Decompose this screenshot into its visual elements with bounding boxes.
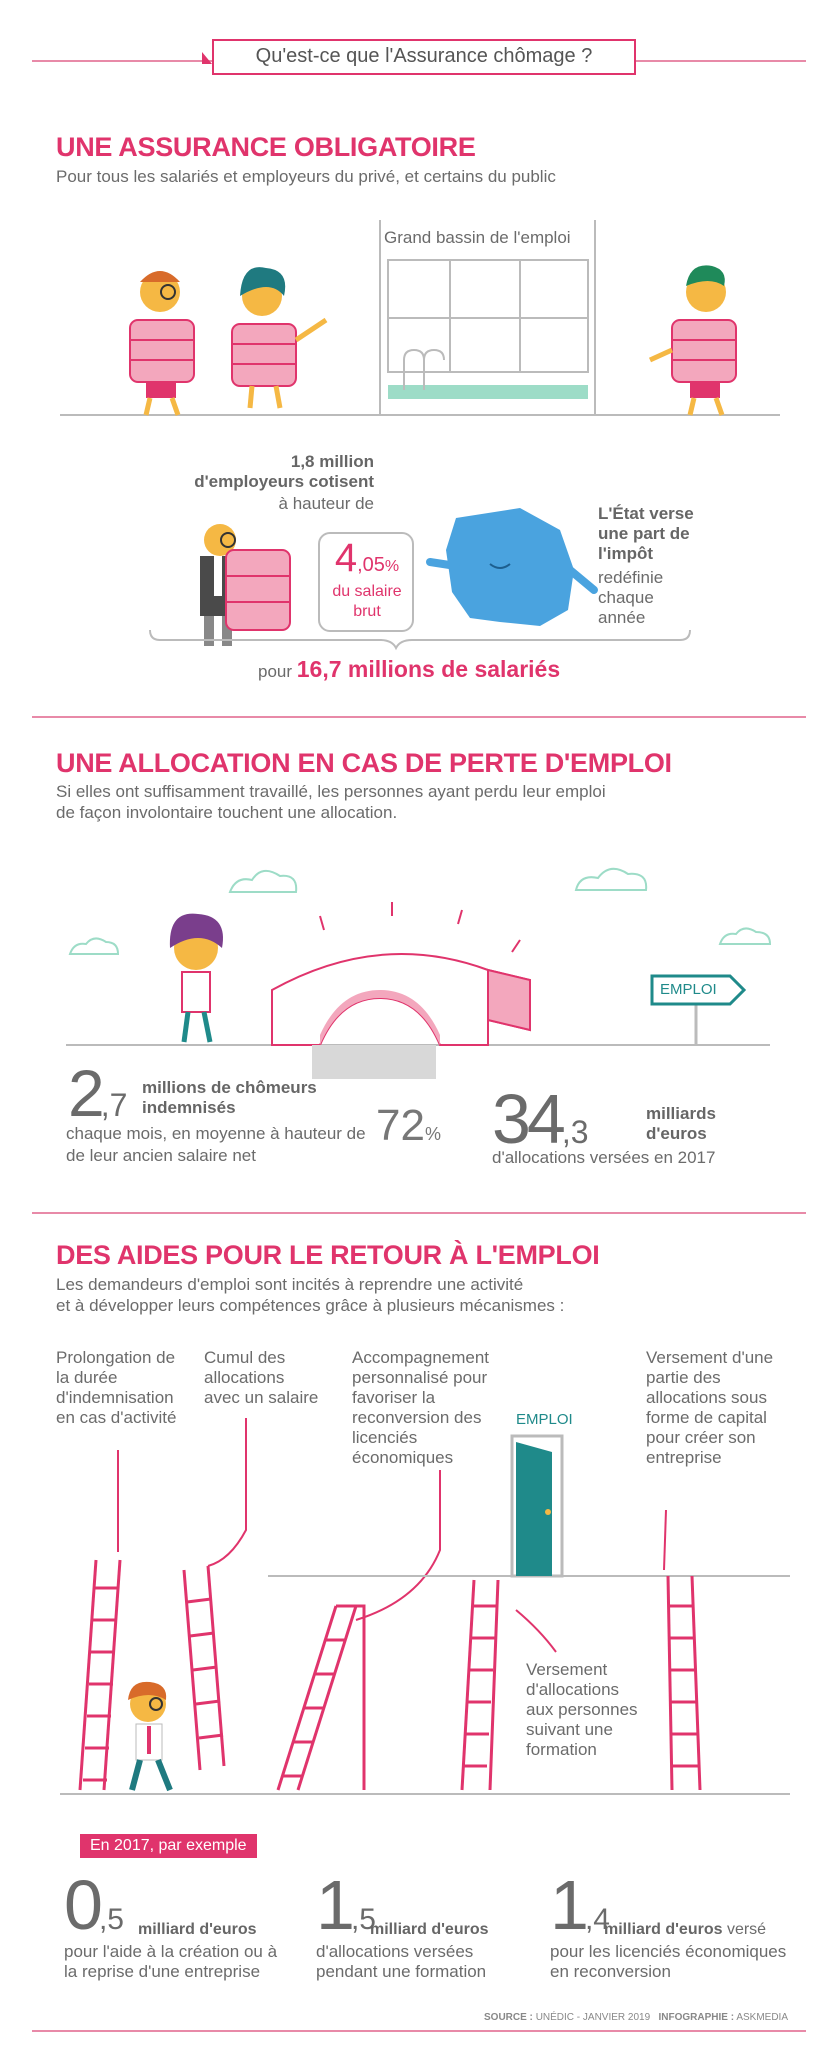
- section3-subtitle-2: et à développer leurs compétences grâce …: [56, 1296, 565, 1315]
- section1-rule: [32, 716, 806, 718]
- ex3-heading: milliard d'euros versé: [604, 1920, 766, 1940]
- ex3-bold: milliard d'euros: [604, 1921, 723, 1938]
- ex2-text: d'allocations versées pendant une format…: [316, 1942, 487, 1981]
- mechanism-label-1: Prolongation de la durée d'indemnisation…: [56, 1348, 177, 1427]
- rate-value: 4,05%: [322, 536, 412, 581]
- ex2-number: 1,5: [316, 1870, 376, 1940]
- section1-subtitle: Pour tous les salariés et employeurs du …: [56, 167, 556, 186]
- ex1-number: 0,5: [64, 1870, 124, 1940]
- ex2-dec: ,5: [350, 1903, 376, 1936]
- rate-int: 4: [334, 536, 358, 580]
- infographie-label: INFOGRAPHIE :: [658, 2012, 735, 2023]
- emploi-sign-label: EMPLOI: [660, 981, 717, 998]
- footer-credits: SOURCE : UNÉDIC - JANVIER 2019 INFOGRAPH…: [484, 2012, 788, 2023]
- rate-dec: ,05: [357, 554, 385, 576]
- pool-label: Grand bassin de l'emploi: [384, 228, 571, 247]
- mechanism-label-4: Versement d'une partie des allocations s…: [646, 1348, 774, 1467]
- header-title-tab: [202, 40, 212, 64]
- example-tag: En 2017, par exemple: [80, 1834, 257, 1858]
- stat1-text: chaque mois, en moyenne à hauteur de: [66, 1124, 366, 1143]
- stat1-pct-unit: %: [424, 1124, 441, 1144]
- ex2-int: 1: [316, 1866, 355, 1944]
- stat2-number: 34,3: [492, 1084, 589, 1154]
- salaries-value: 16,7 millions de salariés: [296, 656, 561, 682]
- pool-illustration: [60, 220, 780, 416]
- source-value: UNÉDIC - JANVIER 2019: [535, 2012, 651, 2023]
- employers-rest: à hauteur de: [278, 494, 374, 513]
- ex3-dec: ,4: [584, 1903, 610, 1936]
- employer-illustration: [149, 508, 691, 651]
- infographie-value: ASKMEDIA: [736, 2012, 788, 2023]
- stat1-int: 2: [68, 1056, 105, 1130]
- section2-rule: [32, 1212, 806, 1214]
- section3-title: DES AIDES POUR LE RETOUR À L'EMPLOI: [56, 1240, 600, 1270]
- state-bold: L'État verse une part de l'impôt: [598, 504, 694, 563]
- ex3-text: pour les licenciés économiques en reconv…: [550, 1942, 787, 1981]
- bridge-illustration: [66, 867, 772, 1079]
- ex1-dec: ,5: [98, 1903, 124, 1936]
- salaries-line: pour 16,7 millions de salariés: [258, 656, 560, 683]
- header-title: Qu'est-ce que l'Assurance chômage ?: [255, 45, 593, 67]
- ex2-bold: milliard d'euros: [370, 1921, 489, 1938]
- ladders-illustration: [60, 1418, 790, 1795]
- stat1-bold: millions de chômeurs indemnisés: [142, 1078, 317, 1117]
- mechanism-label-2: Cumul des allocations avec un salaire: [204, 1348, 319, 1407]
- source-label: SOURCE :: [484, 2012, 533, 2023]
- ex1-int: 0: [64, 1866, 103, 1944]
- section2-subtitle-1: Si elles ont suffisamment travaillé, les…: [56, 782, 606, 801]
- rate-caption: du salaire brut: [332, 583, 402, 620]
- example-tag-text: En 2017, par exemple: [90, 1837, 247, 1854]
- section2-title: UNE ALLOCATION EN CAS DE PERTE D'EMPLOI: [56, 748, 672, 778]
- door-label: EMPLOI: [516, 1411, 573, 1428]
- stat2-text: d'allocations versées en 2017: [492, 1148, 716, 1167]
- salaries-prefix: pour: [258, 662, 293, 681]
- ex3-int: 1: [550, 1866, 589, 1944]
- ex3-rest: versé: [726, 1921, 767, 1938]
- section1-title: UNE ASSURANCE OBLIGATOIRE: [56, 132, 476, 162]
- stat1-pct: 72%: [376, 1104, 441, 1148]
- stat1-dec: ,7: [100, 1087, 128, 1123]
- stat1-pct-value: 72: [376, 1101, 425, 1150]
- rate-box: [318, 532, 414, 632]
- rate-unit: %: [384, 558, 400, 575]
- footer-rule: [32, 2030, 806, 2032]
- ex1-bold: milliard d'euros: [138, 1921, 257, 1938]
- ex3-number: 1,4: [550, 1870, 610, 1940]
- stat2-dec: ,3: [561, 1114, 589, 1150]
- employers-bold: 1,8 million d'employeurs cotisent: [194, 452, 374, 491]
- stat2-int: 34: [492, 1080, 566, 1158]
- section2-subtitle-2: de façon involontaire touchent une alloc…: [56, 803, 398, 822]
- mechanism-label-5: Versement d'allocations aux personnes su…: [526, 1660, 638, 1759]
- header-title-box: [212, 39, 636, 75]
- stat1-text2: de leur ancien salaire net: [66, 1146, 256, 1165]
- mechanism-label-3: Accompagnement personnalisé pour favoris…: [352, 1348, 490, 1467]
- state-rest: redéfinie chaque année: [598, 568, 664, 627]
- stat1-number: 2,7: [68, 1060, 127, 1126]
- section3-subtitle-1: Les demandeurs d'emploi sont incités à r…: [56, 1275, 524, 1294]
- stat2-bold: milliards d'euros: [646, 1104, 716, 1143]
- ex1-text: pour l'aide à la création ou à la repris…: [64, 1942, 278, 1981]
